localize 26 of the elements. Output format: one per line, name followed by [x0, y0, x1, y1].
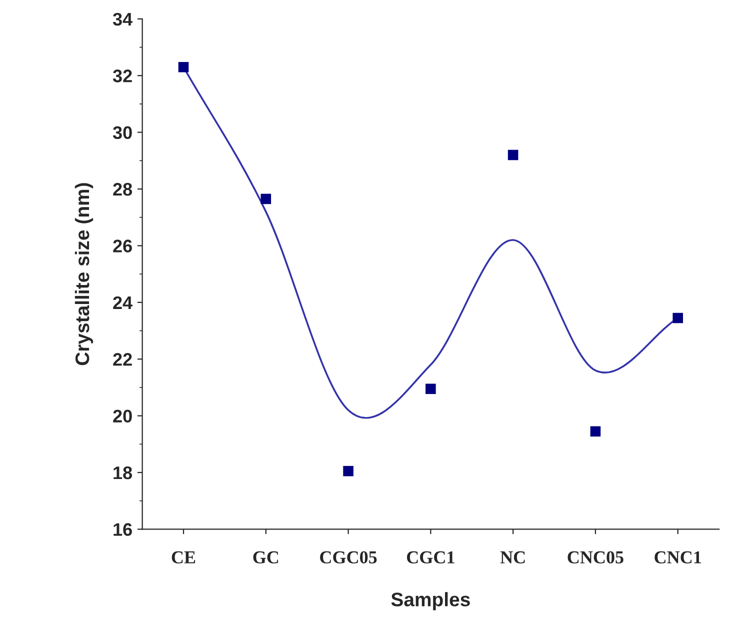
x-tick-label: CNC1 [654, 551, 701, 564]
y-tick-label: 28 [113, 182, 132, 196]
point [426, 384, 436, 394]
point [260, 194, 272, 204]
y-tick-label: 22 [113, 353, 132, 366]
y-tick-label: 18 [114, 466, 132, 480]
point [508, 150, 518, 160]
x-tick-label: GC [253, 551, 278, 564]
y-tick-label: 20 [113, 410, 132, 423]
y-tick-label: 24 [113, 296, 132, 309]
x-tick-label: CNC05 [568, 551, 624, 564]
point [590, 426, 601, 437]
y-tick-label: 16 [114, 523, 132, 536]
x-tick-label: CE [172, 551, 196, 564]
x-tick-label: CGC05 [320, 551, 377, 564]
y-tick-label: 30 [112, 126, 132, 140]
y-tick-label: 32 [112, 70, 132, 82]
y-tick-label: 34 [112, 12, 132, 26]
x-tick-label: NC [500, 551, 525, 564]
x-axis-title: Samples [391, 592, 470, 610]
y-tick-label: 26 [113, 240, 132, 252]
point [178, 62, 189, 72]
point [343, 466, 354, 476]
y-axis-title: Crystallite size (nm) [74, 183, 94, 366]
x-tick-label: CGC1 [406, 551, 454, 564]
point [672, 312, 683, 324]
